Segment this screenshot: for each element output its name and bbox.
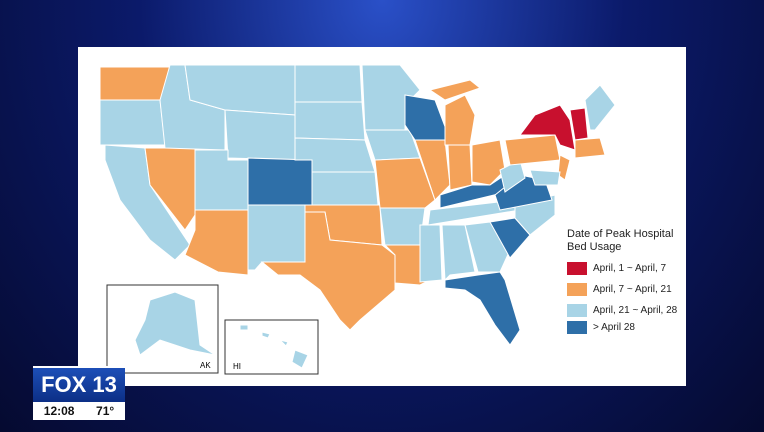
legend-swatch xyxy=(567,304,587,317)
state xyxy=(247,204,306,271)
state xyxy=(574,137,606,159)
state xyxy=(584,84,616,131)
state xyxy=(99,66,171,101)
state xyxy=(444,94,476,146)
alaska-label: AK xyxy=(200,361,211,370)
legend-swatch xyxy=(567,283,587,296)
station-logo: FOX 13 12:08 71° xyxy=(33,366,125,420)
legend-item: April, 1 ~ April, 7 xyxy=(567,262,666,275)
temperature: 71° xyxy=(96,404,115,418)
states xyxy=(99,64,616,369)
hawaii-inset xyxy=(224,319,319,375)
state xyxy=(311,171,379,206)
state xyxy=(379,207,426,246)
legend-item: April, 7 ~ April, 21 xyxy=(567,283,672,296)
state xyxy=(134,291,216,356)
state xyxy=(294,64,363,103)
state xyxy=(557,154,571,181)
state xyxy=(414,139,451,201)
state xyxy=(99,99,166,146)
state xyxy=(224,109,296,161)
clock-bar: 12:08 71° xyxy=(33,402,125,420)
state xyxy=(278,339,289,347)
state xyxy=(294,101,366,141)
legend-label: > April 28 xyxy=(593,322,635,333)
legend-swatch xyxy=(567,262,587,275)
state xyxy=(374,157,436,209)
legend-swatch xyxy=(567,321,587,334)
state xyxy=(529,169,561,186)
legend-label: April, 21 ~ April, 28 xyxy=(593,305,678,316)
state xyxy=(260,211,396,331)
state xyxy=(291,349,309,369)
legend-label: April, 1 ~ April, 7 xyxy=(593,263,667,274)
state xyxy=(444,271,521,346)
hawaii-label: HI xyxy=(233,362,241,371)
state xyxy=(428,79,482,101)
legend-item: > April 28 xyxy=(567,321,635,334)
state xyxy=(419,224,443,283)
state xyxy=(569,107,589,141)
time: 12:08 xyxy=(43,404,75,418)
state xyxy=(447,144,473,191)
state xyxy=(471,139,506,186)
state xyxy=(239,324,249,331)
state xyxy=(504,134,561,166)
legend-label: April, 7 ~ April, 21 xyxy=(593,284,672,295)
alaska-inset xyxy=(106,284,219,374)
state xyxy=(261,331,271,339)
state xyxy=(441,224,476,282)
legend-title: Date of Peak Hospital Bed Usage xyxy=(567,228,674,253)
brand: FOX 13 xyxy=(33,366,125,402)
state xyxy=(247,157,313,206)
legend-item: April, 21 ~ April, 28 xyxy=(567,304,677,317)
state xyxy=(519,104,576,151)
